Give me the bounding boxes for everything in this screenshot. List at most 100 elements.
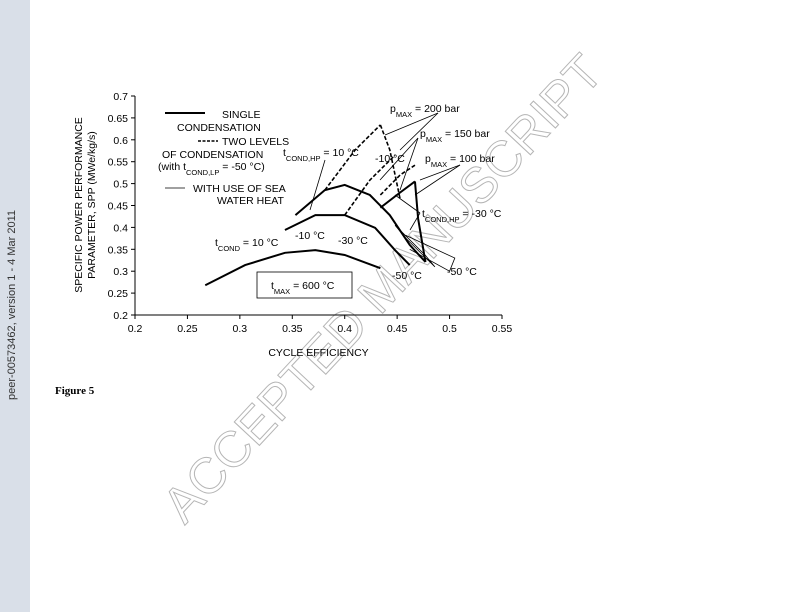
text-part: = -30 °C [460,208,502,220]
text-part: t [271,280,274,292]
text-part: t [422,208,425,220]
leader [419,164,461,181]
text-part: TWO LEVELS [222,136,289,148]
y-tick-label: 0.55 [108,157,129,169]
text-part: -50 °C [447,266,477,278]
leader [399,112,439,151]
text-part: t [215,237,218,249]
y-tick-label: 0.35 [108,244,129,256]
subscript: MAX [426,135,442,144]
subscript: MAX [396,110,412,119]
text-part: = 10 °C [321,147,360,159]
annotation: -50 °C [447,266,477,278]
text-part: WATER HEAT [217,195,284,207]
y-tick-label: 0.7 [113,91,128,103]
x-tick-label: 0.45 [387,323,408,335]
annotation: -50 °C [392,270,422,282]
text-part: = 150 bar [442,128,490,140]
annotation: pMAX = 150 bar [420,128,490,144]
text-part: = -50 °C) [219,161,264,173]
series-line [394,224,436,268]
text-part: (with t [158,161,186,173]
text-part: = 10 °C [240,237,279,249]
text-part: p [425,153,431,165]
leader [384,112,439,136]
sidebar [0,0,30,612]
leader [379,137,419,181]
annotation: tCOND = 10 °C [215,237,279,253]
y-axis-label: PARAMETER, SPP (MWe/kg/s) [86,131,98,279]
series-line [379,124,402,200]
series-line [344,154,396,216]
text-part: p [420,128,426,140]
annotation: tCOND,HP = -30 °C [422,208,502,224]
subscript: MAX [274,287,290,296]
annotation: tMAX = 600 °C [271,280,335,296]
series-line [324,124,381,191]
series-line [405,234,456,272]
x-tick-label: 0.5 [442,323,457,335]
subscript: COND [218,244,241,253]
series-line [413,181,427,263]
y-tick-label: 0.2 [113,310,128,322]
text-part: SINGLE [222,109,261,121]
text-part: OF CONDENSATION [162,149,263,161]
chart: 0.2 0.25 0.3 0.35 0.4 0.45 0.5 0.55 0.6 0.65 0.7 0.… [73,91,512,359]
text-part: CONDENSATION [177,122,261,134]
y-tick-label: 0.65 [108,113,129,125]
legend-label: CONDENSATION [177,122,261,134]
text-part: p [390,103,396,115]
y-tick-label: 0.45 [108,201,129,213]
text-part: -50 °C [392,270,422,282]
leader [399,137,419,191]
series-line [204,249,381,287]
x-tick-label: 0.4 [337,323,352,335]
text-part: = 100 bar [447,153,495,165]
subscript: COND,LP [186,168,219,177]
x-tick-label: 0.2 [128,323,143,335]
subscript: MAX [431,160,447,169]
annotation: tCOND,HP = 10 °C [283,147,359,163]
legend-label: TWO LEVELS [222,136,289,148]
legend-label: WATER HEAT [217,195,284,207]
subscript: COND,HP [425,215,460,224]
legend-label: OF CONDENSATION [162,149,263,161]
y-axis-label: SPECIFIC POWER PERFORMANCE [73,117,85,293]
text-part: = 600 °C [290,280,335,292]
y-tick-label: 0.6 [113,135,128,147]
text-part: t [283,147,286,159]
figure-caption: Figure 5 [55,385,95,397]
x-axis-label: CYCLE EFFICIENCY [268,347,368,359]
legend-label: (with tCOND,LP = -50 °C) [158,161,265,177]
legend-label: WITH USE OF SEA [193,183,286,195]
series-line [379,180,416,209]
y-tick-label: 0.25 [108,288,129,300]
leader [414,164,461,196]
series-line [284,214,411,266]
x-tick-label: 0.35 [282,323,303,335]
annotation: pMAX = 200 bar [390,103,460,119]
text-part: -10 °C [375,153,405,165]
series-line [379,164,416,196]
text-part: = 200 bar [412,103,460,115]
tmax-box [256,271,353,299]
subscript: COND,HP [286,154,321,163]
annotation: -10 °C [295,230,325,242]
y-tick-label: 0.3 [113,266,128,278]
y-tick-label: 0.4 [113,222,128,234]
text-part: -10 °C [295,230,325,242]
leader [309,159,326,211]
annotation: -10 °C [375,153,405,165]
y-tick-label: 0.5 [113,179,128,191]
legend-label: SINGLE [222,109,261,121]
x-tick-label: 0.3 [233,323,248,335]
text-part: -30 °C [338,235,368,247]
annotation: pMAX = 100 bar [425,153,495,169]
annotation: -30 °C [338,235,368,247]
sidebar-text: peer-00573462, version 1 - 4 Mar 2011 [6,210,18,400]
x-tick-label: 0.25 [177,323,198,335]
text-part: WITH USE OF SEA [193,183,286,195]
x-tick-label: 0.55 [492,323,513,335]
